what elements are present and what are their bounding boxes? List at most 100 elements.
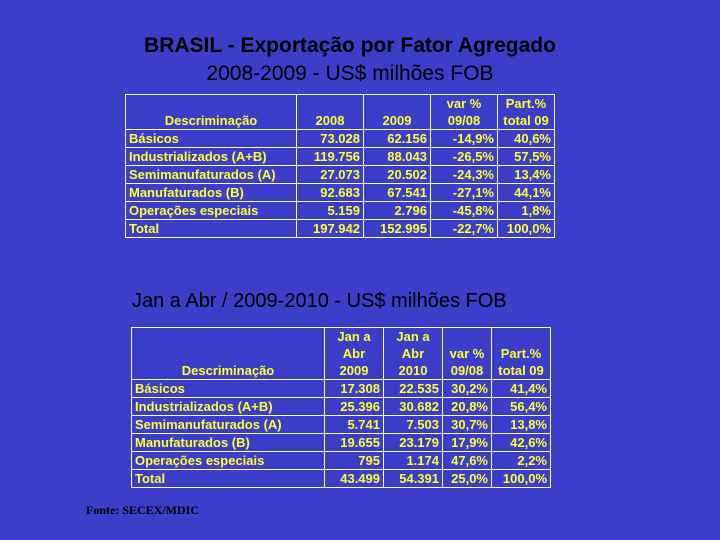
cell-2009: 5.741	[324, 415, 384, 434]
header-jan-abr-2010: Jan a Abr 2010	[383, 327, 443, 380]
table-row-total: Total 197.942 152.995 -22,7% 100,0%	[125, 219, 555, 238]
cell-part: 42,6%	[491, 433, 551, 452]
cell-2010: 23.179	[383, 433, 443, 452]
cell-2009: 67.541	[363, 183, 431, 202]
header-descriminacao: Descriminação	[125, 94, 297, 130]
cell-part: 13,8%	[491, 415, 551, 434]
header-var-line2: 09/08	[447, 113, 481, 128]
cell-2009: 19.655	[324, 433, 384, 452]
row-label: Total	[131, 469, 325, 488]
cell-part: 57,5%	[497, 147, 555, 166]
header-2009-line1: Jan a	[337, 329, 371, 344]
table-row: Operações especiais 5.159 2.796 -45,8% 1…	[125, 201, 555, 220]
table-row: Básicos 17.308 22.535 30,2% 41,4%	[131, 379, 551, 398]
cell-2009: 43.499	[324, 469, 384, 488]
header-var-line2: 09/08	[450, 363, 484, 378]
cell-var: -14,9%	[430, 129, 498, 148]
cell-2009: 62.156	[363, 129, 431, 148]
cell-2009: 88.043	[363, 147, 431, 166]
row-label: Manufaturados (B)	[131, 433, 325, 452]
header-jan-abr-2009: Jan a Abr 2009	[324, 327, 384, 380]
cell-2009: 17.308	[324, 379, 384, 398]
cell-2008: 73.028	[296, 129, 364, 148]
table-row: Manufaturados (B) 92.683 67.541 -27,1% 4…	[125, 183, 555, 202]
row-label: Operações especiais	[125, 201, 297, 220]
cell-var: -22,7%	[430, 219, 498, 238]
cell-var: -27,1%	[430, 183, 498, 202]
cell-2008: 5.159	[296, 201, 364, 220]
table-row: Operações especiais 795 1.174 47,6% 2,2%	[131, 451, 551, 470]
cell-var: 30,2%	[442, 379, 492, 398]
header-2009-line2: Abr	[342, 346, 366, 361]
header-2008: 2008	[296, 94, 364, 130]
header-var-line1: var %	[449, 346, 485, 361]
row-label: Básicos	[131, 379, 325, 398]
cell-part: 2,2%	[491, 451, 551, 470]
table-header-row: Descriminação Jan a Abr 2009 Jan a Abr 2…	[131, 327, 551, 380]
cell-part: 100,0%	[497, 219, 555, 238]
header-part-line2: total 09	[503, 113, 549, 128]
header-part: Part.% total 09	[491, 327, 551, 380]
cell-2010: 22.535	[383, 379, 443, 398]
table-row: Manufaturados (B) 19.655 23.179 17,9% 42…	[131, 433, 551, 452]
cell-2010: 54.391	[383, 469, 443, 488]
cell-2008: 119.756	[296, 147, 364, 166]
row-label: Industrializados (A+B)	[125, 147, 297, 166]
cell-part: 13,4%	[497, 165, 555, 184]
cell-var: -24,3%	[430, 165, 498, 184]
cell-2008: 92.683	[296, 183, 364, 202]
cell-part: 40,6%	[497, 129, 555, 148]
source-note: Fonte: SECEX/MDIC	[86, 503, 199, 517]
header-2009-line3: 2009	[339, 363, 369, 378]
row-label: Industrializados (A+B)	[131, 397, 325, 416]
row-label: Manufaturados (B)	[125, 183, 297, 202]
cell-2009: 20.502	[363, 165, 431, 184]
cell-var: 30,7%	[442, 415, 492, 434]
cell-var: -26,5%	[430, 147, 498, 166]
header-2010-line3: 2010	[398, 363, 428, 378]
cell-2010: 1.174	[383, 451, 443, 470]
header-part: Part.% total 09	[497, 94, 555, 130]
table-row: Básicos 73.028 62.156 -14,9% 40,6%	[125, 129, 555, 148]
page-title: BRASIL - Exportação por Fator Agregado	[144, 34, 556, 57]
table-row: Industrializados (A+B) 119.756 88.043 -2…	[125, 147, 555, 166]
cell-part: 44,1%	[497, 183, 555, 202]
cell-2009: 25.396	[324, 397, 384, 416]
header-2010-line2: Abr	[401, 346, 425, 361]
section-subtitle: Jan a Abr / 2009-2010 - US$ milhões FOB	[132, 290, 507, 312]
table-header-row: Descriminação 2008 2009 var % 09/08 Part…	[125, 94, 555, 130]
cell-part: 56,4%	[491, 397, 551, 416]
row-label: Total	[125, 219, 297, 238]
header-2009: 2009	[363, 94, 431, 130]
table-row-total: Total 43.499 54.391 25,0% 100,0%	[131, 469, 551, 488]
header-descriminacao: Descriminação	[131, 327, 325, 380]
cell-var: 25,0%	[442, 469, 492, 488]
table-row: Semimanufaturados (A) 27.073 20.502 -24,…	[125, 165, 555, 184]
table-row: Industrializados (A+B) 25.396 30.682 20,…	[131, 397, 551, 416]
header-var: var % 09/08	[442, 327, 492, 380]
row-label: Operações especiais	[131, 451, 325, 470]
cell-2009: 2.796	[363, 201, 431, 220]
cell-2008: 197.942	[296, 219, 364, 238]
row-label: Semimanufaturados (A)	[131, 415, 325, 434]
cell-part: 100,0%	[491, 469, 551, 488]
header-part-line2: total 09	[498, 363, 544, 378]
row-label: Semimanufaturados (A)	[125, 165, 297, 184]
header-part-line1: Part.%	[500, 346, 542, 361]
export-table-2008-2009: Descriminação 2008 2009 var % 09/08 Part…	[125, 94, 555, 238]
header-var: var % 09/08	[430, 94, 498, 130]
header-part-line1: Part.%	[505, 96, 547, 111]
row-label: Básicos	[125, 129, 297, 148]
cell-2010: 7.503	[383, 415, 443, 434]
header-var-line1: var %	[446, 96, 482, 111]
table-row: Semimanufaturados (A) 5.741 7.503 30,7% …	[131, 415, 551, 434]
cell-var: 20,8%	[442, 397, 492, 416]
page-subtitle: 2008-2009 - US$ milhões FOB	[206, 62, 494, 85]
cell-part: 41,4%	[491, 379, 551, 398]
cell-2008: 27.073	[296, 165, 364, 184]
cell-2010: 30.682	[383, 397, 443, 416]
cell-var: -45,8%	[430, 201, 498, 220]
cell-2009: 795	[324, 451, 384, 470]
cell-part: 1,8%	[497, 201, 555, 220]
cell-2009: 152.995	[363, 219, 431, 238]
